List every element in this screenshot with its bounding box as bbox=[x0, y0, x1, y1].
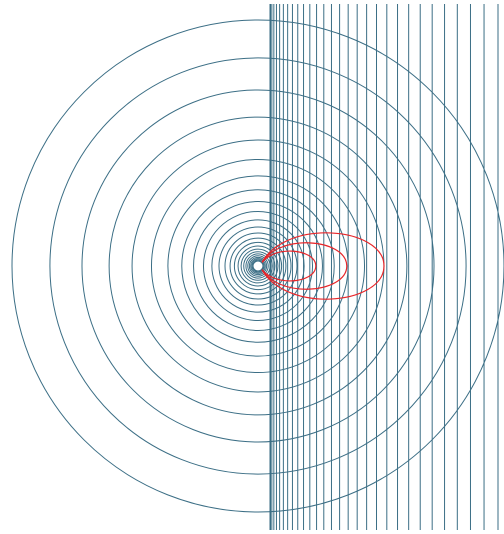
field-circle bbox=[224, 232, 292, 300]
field-circle bbox=[237, 245, 279, 287]
field-circle bbox=[202, 210, 314, 322]
red-loop bbox=[259, 242, 348, 290]
field-circle bbox=[229, 237, 287, 295]
red-loop bbox=[259, 250, 317, 282]
field-circle bbox=[108, 116, 408, 416]
field-circle bbox=[81, 89, 435, 443]
red-loop bbox=[259, 232, 385, 300]
field-circle bbox=[211, 219, 305, 313]
field-circle bbox=[193, 201, 323, 331]
field-circle bbox=[247, 255, 269, 277]
field-circle bbox=[150, 158, 366, 374]
field-circle bbox=[251, 259, 265, 273]
field-circle bbox=[181, 189, 335, 343]
vertical-lines bbox=[269, 4, 499, 530]
field-circle bbox=[233, 241, 283, 291]
center-point bbox=[252, 260, 264, 272]
field-circle bbox=[11, 19, 504, 513]
field-circle bbox=[49, 57, 467, 475]
field-circle bbox=[248, 256, 268, 276]
field-circle bbox=[218, 226, 298, 306]
field-circle bbox=[240, 248, 276, 284]
loops bbox=[259, 232, 385, 300]
field-circle bbox=[250, 258, 266, 274]
